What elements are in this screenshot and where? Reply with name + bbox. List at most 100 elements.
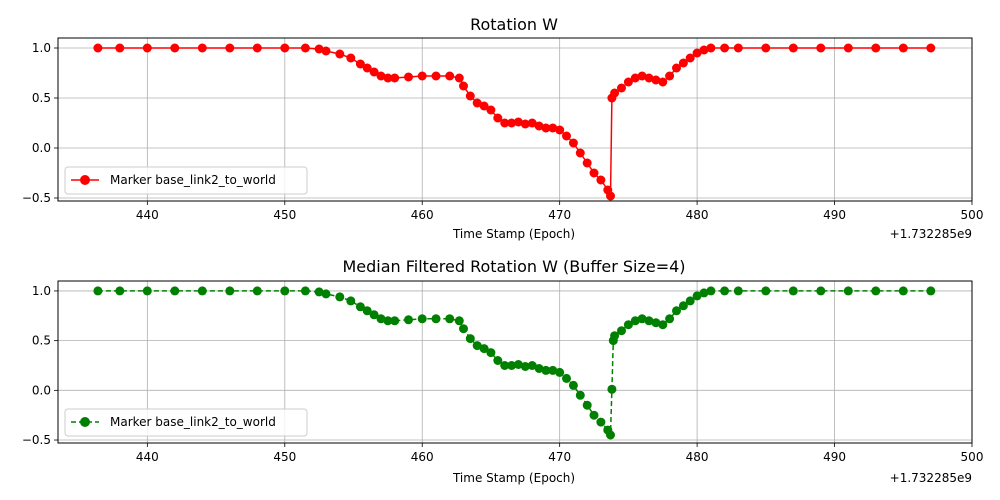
legend-marker — [80, 417, 90, 427]
data-point — [761, 43, 771, 53]
data-point — [355, 59, 365, 69]
data-point — [486, 105, 496, 115]
data-point — [472, 341, 482, 351]
data-point — [651, 318, 661, 328]
data-point — [575, 390, 585, 400]
data-point — [630, 316, 640, 326]
data-point — [610, 331, 620, 341]
legend-label: Marker base_link2_to_world — [110, 173, 276, 187]
data-point — [898, 43, 908, 53]
data-point — [568, 380, 578, 390]
data-point — [720, 43, 730, 53]
x-tick-label: 500 — [961, 208, 984, 222]
data-point — [651, 75, 661, 85]
x-axis: 440 450 460 470 480 490 500 — [136, 201, 984, 222]
y-tick-label: −0.5 — [22, 433, 51, 447]
legend-label: Marker base_link2_to_world — [110, 415, 276, 429]
data-point — [637, 71, 647, 81]
data-point — [520, 362, 530, 371]
data-point — [431, 71, 441, 81]
data-point — [706, 286, 716, 296]
data-point — [562, 373, 571, 383]
x-tick-label: 440 — [136, 450, 159, 464]
data-point — [678, 301, 688, 311]
data-point — [454, 316, 464, 326]
subplot-rotation-w: Rotation W 440 450 460 470 480 490 500 −0.5 0.0… — [22, 15, 984, 241]
data-point — [788, 43, 798, 53]
data-point — [843, 43, 853, 53]
data-point — [699, 45, 709, 55]
x-axis: 440 450 460 470 480 490 500 — [136, 443, 983, 464]
data-point — [589, 168, 599, 178]
data-point — [376, 314, 386, 324]
data-point — [493, 356, 503, 365]
data-point — [321, 289, 331, 299]
data-point — [637, 314, 647, 324]
data-point — [252, 43, 262, 53]
data-point — [816, 286, 826, 296]
y-axis: −0.5 0.0 0.5 1.0 — [22, 284, 58, 447]
data-point — [417, 314, 427, 324]
y-tick-label: 0.0 — [32, 383, 51, 397]
data-point — [720, 286, 730, 296]
data-point — [170, 286, 180, 296]
data-point — [465, 334, 475, 344]
data-point — [617, 326, 626, 336]
data-point — [606, 430, 615, 440]
data-point — [314, 44, 324, 54]
data-point — [445, 314, 455, 324]
data-point — [335, 49, 345, 59]
data-point — [699, 288, 709, 298]
data-point — [390, 73, 400, 83]
y-tick-label: 0.5 — [32, 91, 51, 105]
data-point — [513, 117, 523, 127]
data-point — [562, 131, 571, 141]
data-point — [383, 316, 393, 326]
data-point — [617, 83, 626, 93]
data-point — [706, 43, 716, 53]
data-point — [479, 101, 489, 111]
x-tick-label: 460 — [411, 450, 434, 464]
data-point — [321, 46, 331, 56]
x-tick-label: 440 — [136, 208, 159, 222]
data-point — [685, 296, 695, 306]
data-point — [507, 118, 517, 128]
data-point — [142, 286, 152, 296]
legend: Marker base_link2_to_world — [64, 166, 308, 195]
data-point — [658, 320, 668, 330]
data-point — [369, 67, 379, 77]
data-point — [170, 43, 180, 53]
x-tick-label: 490 — [823, 208, 846, 222]
data-point — [541, 365, 551, 375]
data-point — [252, 286, 262, 296]
data-point — [575, 148, 585, 158]
data-point — [115, 286, 125, 296]
data-point — [610, 88, 620, 98]
data-point — [300, 286, 310, 296]
data-point — [454, 73, 464, 83]
x-tick-label: 490 — [823, 450, 846, 464]
data-point — [507, 361, 517, 370]
legend-box — [64, 166, 308, 195]
data-point — [520, 119, 530, 129]
y-tick-label: 1.0 — [32, 284, 51, 298]
data-point — [355, 302, 365, 312]
legend-box — [64, 408, 308, 437]
data-point — [390, 316, 400, 326]
data-point — [678, 58, 688, 68]
data-point — [459, 81, 468, 91]
y-tick-label: 0.5 — [32, 334, 51, 348]
data-point — [568, 138, 578, 148]
data-point — [142, 43, 152, 53]
data-point — [404, 315, 413, 325]
data-point — [582, 158, 592, 168]
data-point — [607, 384, 617, 394]
chart-title: Rotation W — [470, 15, 558, 34]
data-point — [692, 291, 702, 301]
data-point — [672, 306, 681, 316]
data-point — [346, 296, 356, 306]
data-point — [376, 71, 386, 81]
x-tick-label: 460 — [411, 208, 434, 222]
data-point — [644, 73, 654, 83]
data-point — [926, 286, 936, 296]
